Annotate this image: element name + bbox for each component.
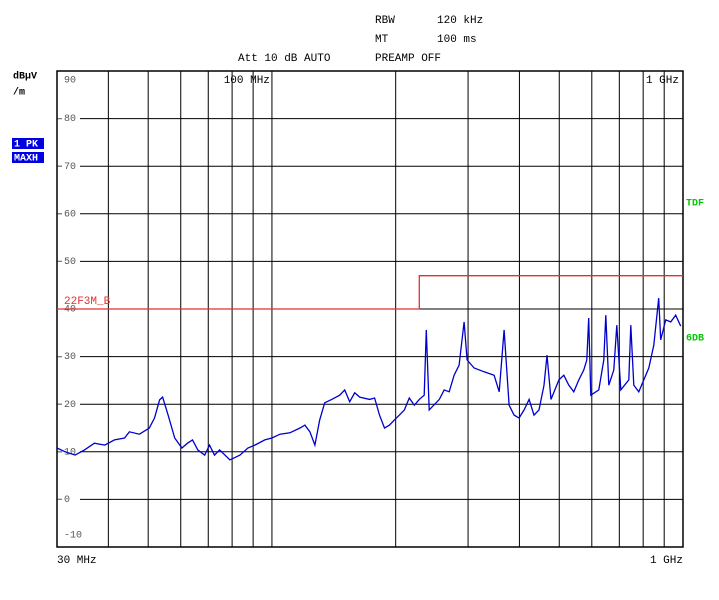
side-label: TDF — [686, 199, 704, 210]
label-bg — [62, 160, 80, 173]
side-label: 6DB — [686, 334, 704, 345]
x-tick-label-top: 100 MHz — [224, 75, 270, 87]
y-tick-label: 90 — [64, 76, 76, 87]
y-tick-label: 30 — [64, 352, 76, 363]
trace-line — [57, 275, 683, 310]
label-bg — [62, 255, 80, 268]
x-tick-label-top: 1 GHz — [646, 75, 679, 87]
trace-label: MAXH — [14, 154, 38, 165]
y-unit: /m — [13, 87, 25, 99]
x-tick-label: 1 GHz — [650, 555, 683, 567]
trace-line — [56, 298, 682, 461]
mt-value: 100 ms — [437, 34, 477, 46]
rbw-value: 120 kHz — [437, 15, 483, 27]
trace-badge — [12, 152, 44, 163]
label-bg — [62, 207, 80, 220]
trace-badge — [12, 138, 44, 149]
y-tick-label: 20 — [64, 400, 76, 411]
label-bg — [62, 398, 80, 411]
label-bg — [62, 350, 80, 363]
y-unit: dBµV — [13, 71, 37, 83]
y-tick-label: 40 — [64, 305, 76, 316]
preamp-label: PREAMP OFF — [375, 53, 441, 65]
mt-label: MT — [375, 34, 389, 46]
att-label: Att 10 dB AUTO — [238, 53, 331, 65]
x-tick-label: 30 MHz — [57, 555, 97, 567]
label-bg — [62, 74, 80, 86]
limit-line-label: 22F3M_B — [64, 296, 111, 308]
label-bg — [62, 529, 80, 541]
label-bg — [62, 493, 80, 506]
y-tick-label: -10 — [64, 531, 82, 542]
rbw-label: RBW — [375, 15, 395, 27]
y-tick-label: 0 — [64, 495, 70, 506]
y-tick-label: 80 — [64, 114, 76, 125]
y-tick-label: 50 — [64, 257, 76, 268]
y-tick-label: 70 — [64, 162, 76, 173]
y-tick-label: 60 — [64, 209, 76, 220]
trace-label: 1 PK — [14, 140, 38, 151]
label-bg — [62, 112, 80, 125]
